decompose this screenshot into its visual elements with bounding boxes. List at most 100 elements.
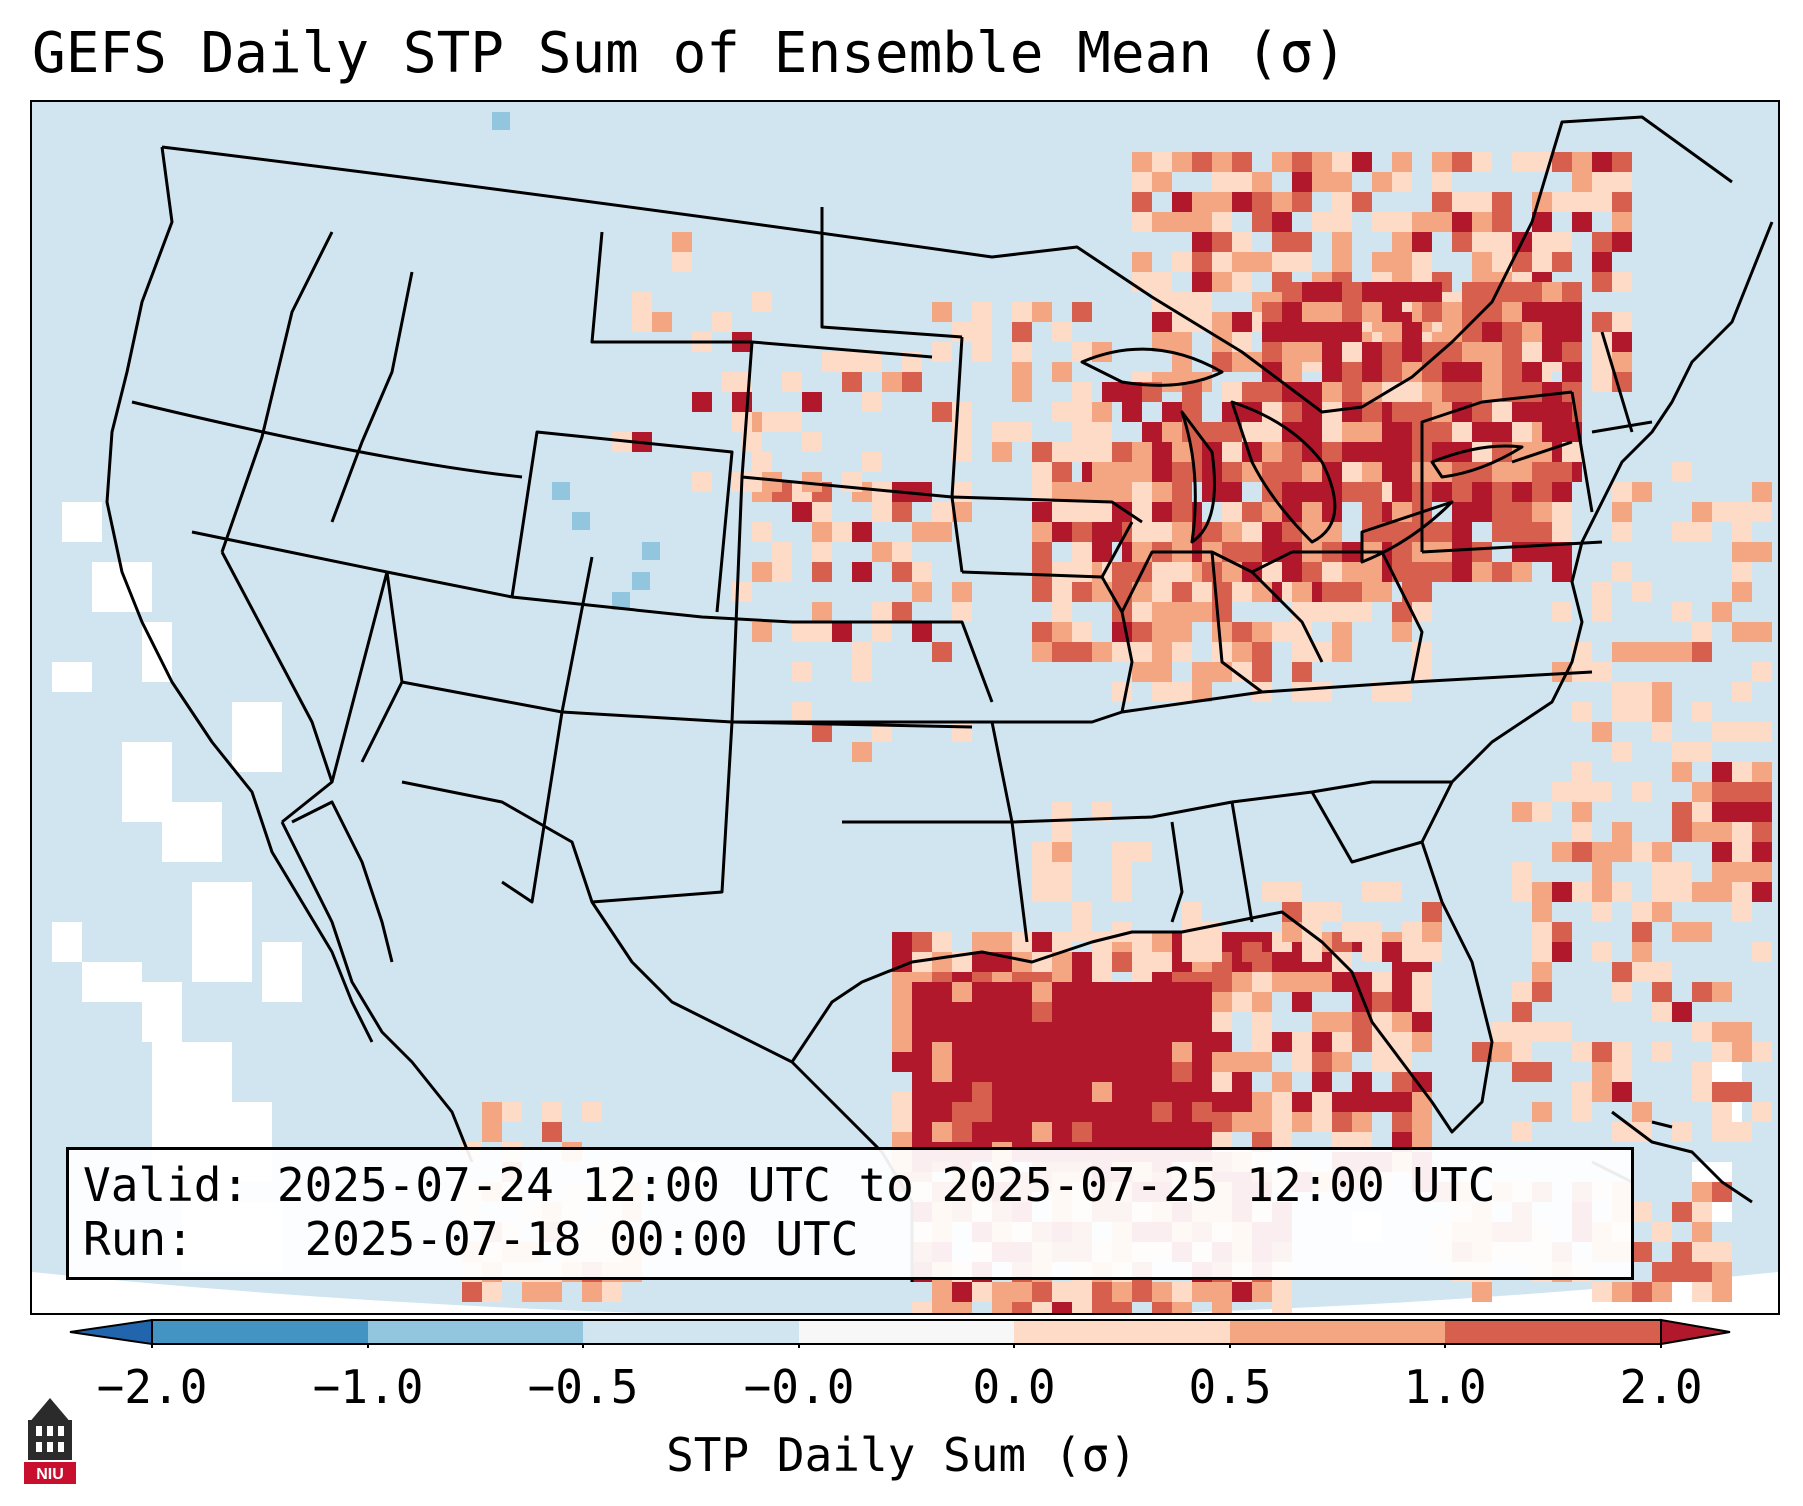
anomaly-cell <box>1072 642 1092 662</box>
anomaly-cell <box>832 622 852 642</box>
anomaly-cell <box>1072 1082 1092 1102</box>
anomaly-cell <box>1512 422 1532 442</box>
anomaly-cell <box>1412 212 1432 232</box>
anomaly-cell <box>752 292 772 312</box>
anomaly-cell <box>1432 212 1452 232</box>
anomaly-cell <box>852 562 872 582</box>
anomaly-cell <box>1112 1282 1132 1302</box>
anomaly-cell <box>952 582 972 602</box>
anomaly-cell <box>1752 622 1772 642</box>
anomaly-cell <box>812 602 832 622</box>
anomaly-cell <box>752 522 772 542</box>
anomaly-cell <box>1092 442 1112 462</box>
anomaly-cell <box>1032 1122 1052 1142</box>
anomaly-cell <box>1752 862 1772 882</box>
anomaly-cell <box>1012 342 1032 362</box>
anomaly-cell <box>1222 422 1242 442</box>
anomaly-cell <box>1312 212 1332 232</box>
anomaly-cell <box>1492 462 1512 482</box>
anomaly-cell <box>1282 362 1302 382</box>
anomaly-cell <box>1262 422 1282 442</box>
anomaly-cell <box>1752 802 1772 822</box>
anomaly-cell <box>1592 192 1612 212</box>
anomaly-cell <box>1732 842 1752 862</box>
anomaly-cell <box>1592 842 1612 862</box>
anomaly-cell <box>1132 172 1152 192</box>
anomaly-cell <box>652 312 672 332</box>
anomaly-cell <box>712 312 732 332</box>
anomaly-cell <box>1692 782 1712 802</box>
anomaly-cell <box>1302 282 1322 302</box>
colorbar-bin <box>368 1320 583 1344</box>
anomaly-cell <box>1172 192 1192 212</box>
anomaly-cell <box>1212 622 1232 642</box>
anomaly-cell <box>1332 1012 1352 1032</box>
anomaly-cell <box>1112 1042 1132 1062</box>
anomaly-cell <box>642 542 660 560</box>
chart-title: GEFS Daily STP Sum of Ensemble Mean (σ) <box>32 21 1347 86</box>
anomaly-cell <box>1072 1022 1092 1042</box>
anomaly-cell <box>792 702 812 722</box>
anomaly-cell <box>892 972 912 992</box>
anomaly-cell <box>1362 462 1382 482</box>
anomaly-cell <box>1132 582 1152 602</box>
anomaly-cell <box>1232 582 1252 602</box>
anomaly-cell <box>612 592 630 610</box>
anomaly-cell <box>912 1002 932 1022</box>
anomaly-cell <box>1032 1082 1052 1102</box>
anomaly-cell <box>1362 922 1382 942</box>
anomaly-cell <box>1232 152 1252 172</box>
anomaly-cell <box>1212 212 1232 232</box>
anomaly-cell <box>1192 1002 1212 1022</box>
anomaly-cell <box>1452 542 1472 562</box>
anomaly-cell <box>1242 422 1262 442</box>
anomaly-cell <box>1392 1112 1412 1132</box>
anomaly-cell <box>992 932 1012 952</box>
anomaly-cell <box>1032 1022 1052 1042</box>
anomaly-cell <box>1322 302 1342 322</box>
anomaly-cell <box>602 1282 622 1302</box>
anomaly-cell <box>1072 422 1092 442</box>
anomaly-cell <box>1312 972 1332 992</box>
anomaly-cell <box>1302 502 1322 522</box>
anomaly-cell <box>1552 462 1572 482</box>
anomaly-cell <box>1362 362 1382 382</box>
anomaly-cell <box>1092 1282 1112 1302</box>
anomaly-cell <box>1692 1222 1712 1242</box>
anomaly-cell <box>792 502 812 522</box>
anomaly-cell <box>1342 362 1362 382</box>
anomaly-cell <box>1342 342 1362 362</box>
anomaly-cell <box>1492 422 1512 442</box>
anomaly-cell <box>1032 1002 1052 1022</box>
anomaly-cell <box>1292 682 1312 702</box>
anomaly-cell <box>932 1302 952 1313</box>
anomaly-cell <box>1712 1242 1732 1262</box>
anomaly-cell <box>1552 562 1572 582</box>
anomaly-cell <box>1492 232 1512 252</box>
anomaly-cell <box>1332 172 1352 192</box>
anomaly-cell <box>1292 582 1312 602</box>
anomaly-cell <box>1152 462 1172 482</box>
anomaly-cell <box>1412 562 1432 582</box>
anomaly-cell <box>1052 1102 1072 1122</box>
anomaly-cell <box>1412 662 1432 682</box>
anomaly-cell <box>1152 952 1172 972</box>
anomaly-cell <box>1532 502 1552 522</box>
anomaly-cell <box>1562 302 1582 322</box>
anomaly-cell <box>1372 212 1392 232</box>
colorbar-extend-low <box>69 1318 153 1346</box>
anomaly-cell <box>1362 562 1382 582</box>
anomaly-cell <box>1262 882 1282 902</box>
anomaly-cell <box>1132 542 1152 562</box>
anomaly-cell <box>1202 942 1222 962</box>
anomaly-cell <box>1112 1302 1132 1313</box>
anomaly-cell <box>932 522 952 542</box>
anomaly-cell <box>1112 1022 1132 1042</box>
anomaly-cell <box>1492 1022 1512 1042</box>
anomaly-cell <box>952 1002 972 1022</box>
anomaly-cell <box>1152 152 1172 172</box>
anomaly-cell <box>1212 1072 1232 1092</box>
anomaly-cell <box>912 1302 932 1313</box>
anomaly-cell <box>1652 702 1672 722</box>
anomaly-cell <box>1452 212 1472 232</box>
